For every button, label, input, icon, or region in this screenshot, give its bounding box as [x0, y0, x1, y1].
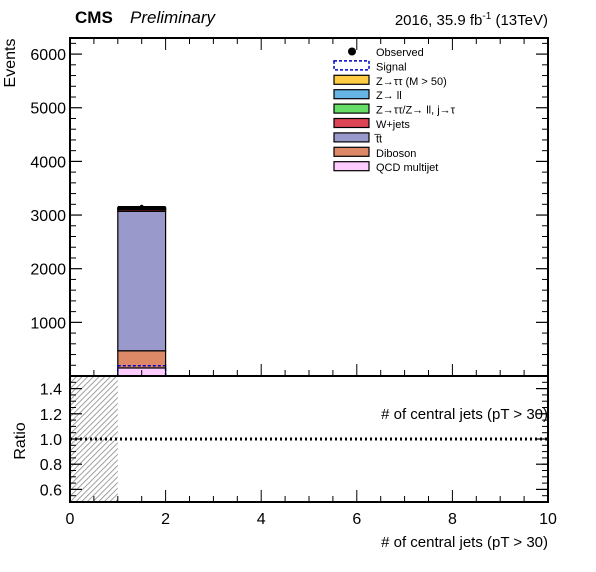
cms-label: CMS — [75, 8, 113, 27]
y-axis-label: Events — [2, 39, 19, 88]
y-tick-label: 3000 — [30, 208, 66, 225]
legend-entry: Z→ ll — [333, 89, 402, 102]
x-tick-label: 0 — [66, 511, 75, 528]
legend-marker — [348, 47, 356, 56]
x-tick-label: 2 — [161, 511, 170, 528]
legend-entry: Diboson — [333, 146, 416, 160]
legend: Observed Signal Z→ττ (M > 50) Z→ ll Z→ττ/Z→ … — [333, 47, 456, 174]
main-panel: 1000 2000 3000 4000 5000 6000 Events Observed… — [2, 37, 549, 377]
legend-entry: W+jets — [333, 117, 410, 131]
legend-entry: QCD multijet — [333, 161, 438, 174]
legend-swatch — [333, 89, 370, 100]
luminosity-label: 2016, 35.9 fb-1 (13TeV) — [395, 11, 548, 29]
legend-label: Z→ττ/Z→ ll, j→τ — [376, 105, 456, 117]
y-axis-ticks: 1000 2000 3000 4000 5000 6000 — [30, 42, 548, 366]
ratio-y-tick-label: 1.4 — [40, 382, 62, 399]
y-tick-label: 1000 — [30, 315, 66, 332]
ratio-annotation: # of central jets (pT > 30) — [381, 406, 548, 423]
legend-swatch — [333, 117, 370, 129]
legend-label: Diboson — [376, 148, 416, 160]
ratio-y-ticks: 0.6 0.8 1.0 1.2 1.4 — [40, 382, 548, 499]
legend-swatch — [333, 74, 370, 85]
legend-entry: Z→ττ (M > 50) — [333, 74, 447, 88]
legend-swatch — [333, 103, 370, 114]
y-tick-label: 4000 — [30, 154, 66, 171]
legend-swatch — [333, 132, 370, 143]
legend-label: Signal — [376, 61, 407, 73]
legend-label: QCD multijet — [376, 162, 438, 174]
y-tick-label: 5000 — [30, 101, 66, 118]
legend-entry: Signal — [333, 60, 407, 73]
preliminary-label: Preliminary — [130, 8, 217, 27]
legend-entry: Z→ττ/Z→ ll, j→τ — [333, 103, 456, 117]
legend-label: t̅t — [373, 133, 382, 145]
x-tick-label: 10 — [539, 511, 557, 528]
y-tick-label: 2000 — [30, 262, 66, 279]
legend-label: Z→ ll — [376, 90, 402, 102]
legend-entry: Observed — [348, 47, 424, 59]
x-tick-label: 8 — [448, 511, 457, 528]
y-tick-label: 6000 — [30, 47, 66, 64]
x-axis-label: # of central jets (pT > 30) — [381, 534, 548, 551]
legend-swatch — [333, 146, 370, 157]
legend-swatch — [333, 60, 370, 71]
legend-entry: t̅t — [333, 132, 382, 145]
legend-swatch — [333, 161, 370, 172]
x-tick-label: 6 — [352, 511, 361, 528]
observed-point — [139, 204, 144, 210]
ratio-frame — [69, 375, 549, 503]
legend-label: Z→ττ (M > 50) — [376, 76, 447, 88]
ratio-y-tick-label: 0.6 — [40, 482, 62, 499]
ratio-y-tick-label: 0.8 — [40, 457, 62, 474]
legend-label: Observed — [376, 47, 424, 59]
legend-label: W+jets — [376, 119, 410, 131]
ratio-y-tick-label: 1.2 — [40, 407, 62, 424]
bar-segment — [117, 210, 167, 352]
ratio-y-axis-label: Ratio — [12, 422, 29, 459]
ratio-x-ticks: 0 2 4 6 8 10 — [66, 490, 557, 528]
ratio-panel: 0.6 0.8 1.0 1.2 1.4 0 2 4 6 8 10 Ratio # of centr… — [12, 375, 557, 551]
x-tick-label: 4 — [257, 511, 266, 528]
stacked-bars — [117, 204, 167, 377]
ratio-y-tick-label: 1.0 — [40, 432, 62, 449]
